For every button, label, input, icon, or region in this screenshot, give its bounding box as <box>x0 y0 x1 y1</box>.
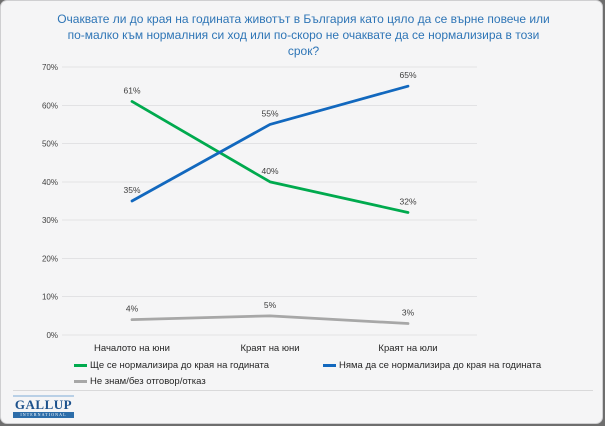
legend-item-will-not-normalize: Няма да се нормализира до края на година… <box>323 360 541 371</box>
legend-marker-green-icon <box>74 364 87 367</box>
legend-label-will-normalize: Ще се нормализира до края на годината <box>90 360 270 371</box>
svg-text:65%: 65% <box>399 70 416 80</box>
logo-top-bar <box>13 395 74 397</box>
legend-label-dont-know: Не знам/без отговор/отказ <box>90 376 206 387</box>
svg-text:50%: 50% <box>42 140 58 149</box>
svg-text:10%: 10% <box>42 293 58 302</box>
svg-text:70%: 70% <box>42 63 58 72</box>
svg-text:5%: 5% <box>264 300 277 310</box>
svg-text:35%: 35% <box>123 185 140 195</box>
line-chart: 0% 10% 20% 30% 40% 50% 60% 70% 61% 40% 32% 35% 55% 65… <box>42 63 477 354</box>
svg-text:0%: 0% <box>46 331 58 340</box>
svg-text:3%: 3% <box>402 308 415 318</box>
svg-text:61%: 61% <box>123 85 140 95</box>
legend-item-will-normalize: Ще се нормализира до края на годината <box>74 360 269 371</box>
legend-marker-blue-icon <box>323 364 336 367</box>
legend-label-will-not-normalize: Няма да се нормализира до края на година… <box>339 360 542 371</box>
svg-text:Началото на юни: Началото на юни <box>94 343 170 354</box>
footer-divider <box>13 390 593 391</box>
chart-legend: Ще се нормализира до края на годината Ня… <box>1 359 602 391</box>
logo-banner: INTERNATIONAL <box>13 412 74 418</box>
svg-text:32%: 32% <box>399 196 416 206</box>
svg-text:20%: 20% <box>42 254 58 263</box>
svg-text:30%: 30% <box>42 216 58 225</box>
svg-text:40%: 40% <box>42 178 58 187</box>
svg-text:Краят на юли: Краят на юли <box>378 343 437 354</box>
gallup-logo: GALLUP INTERNATIONAL <box>13 395 74 418</box>
legend-marker-gray-icon <box>74 380 87 383</box>
svg-text:4%: 4% <box>126 304 139 314</box>
chart-title: Очаквате ли до края на годината животът … <box>57 12 550 58</box>
svg-text:60%: 60% <box>42 101 58 110</box>
svg-text:55%: 55% <box>261 108 278 118</box>
legend-item-dont-know: Не знам/без отговор/отказ <box>74 376 206 387</box>
svg-text:40%: 40% <box>261 166 278 176</box>
svg-text:Краят на юни: Краят на юни <box>240 343 299 354</box>
logo-wordmark: GALLUP <box>14 397 73 412</box>
